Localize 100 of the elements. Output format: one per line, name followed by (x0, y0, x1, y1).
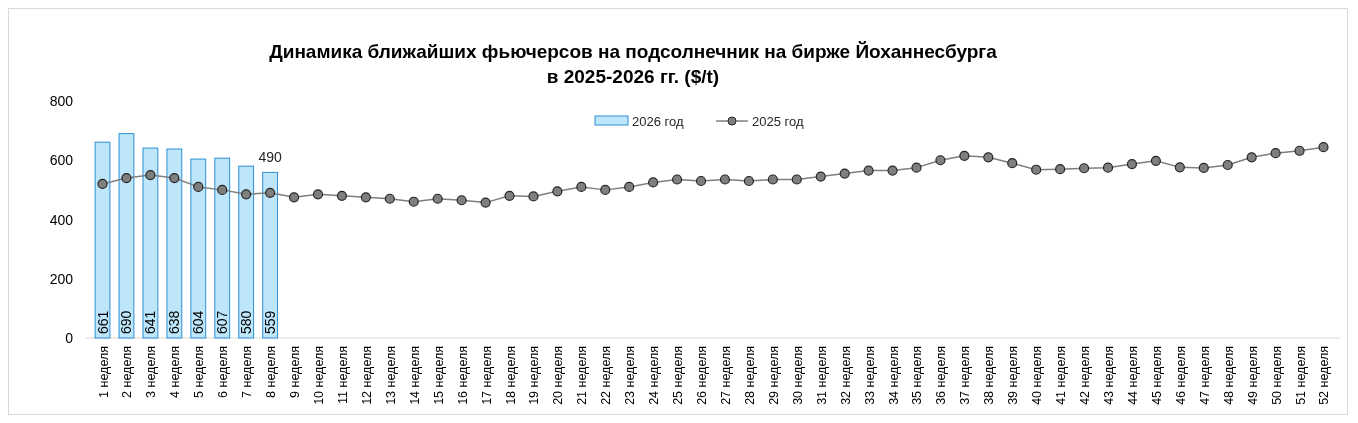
point (791, 174, 802, 185)
x-tick-label: 28 неделя (742, 346, 757, 405)
x-tick-label: 48 неделя (1221, 346, 1236, 405)
point (648, 177, 659, 188)
x-tick-label: 17 неделя (479, 346, 494, 405)
y-tick-label: 0 (65, 330, 74, 346)
x-tick-label: 7 неделя (240, 346, 255, 398)
data-label: 690 (118, 310, 135, 334)
x-tick-label: 4 неделя (168, 346, 183, 398)
point (169, 172, 180, 184)
x-tick-label: 2 неделя (120, 346, 135, 398)
x-tick-label: 27 неделя (718, 346, 733, 405)
point (1174, 162, 1185, 173)
x-tick-label: 25 неделя (671, 346, 686, 405)
x-tick-label: 50 неделя (1269, 346, 1284, 405)
point (145, 169, 156, 181)
point (121, 172, 132, 184)
point (241, 189, 252, 200)
bar (118, 133, 135, 339)
point (1222, 159, 1233, 171)
point (695, 175, 707, 187)
bar (262, 171, 279, 339)
point (97, 178, 108, 190)
data-label: 641 (142, 310, 159, 334)
x-tick-label: 37 неделя (958, 346, 973, 405)
point (839, 168, 850, 179)
x-tick-label: 9 неделя (288, 346, 303, 398)
point (456, 195, 467, 206)
x-tick-label: 10 неделя (311, 346, 326, 405)
point (1246, 152, 1257, 163)
x-tick-label: 40 неделя (1030, 346, 1045, 405)
x-tick-label: 20 неделя (551, 346, 566, 405)
x-tick-label: 23 неделя (623, 346, 638, 405)
point (288, 192, 300, 203)
point (1031, 164, 1042, 175)
data-label: 638 (166, 310, 183, 334)
x-tick-label: 22 неделя (599, 346, 614, 405)
x-tick-label: 16 неделя (455, 346, 470, 405)
data-label: 604 (190, 310, 207, 334)
point (935, 155, 946, 166)
point (815, 171, 826, 182)
x-tick-label: 19 неделя (527, 346, 542, 405)
y-tick-label: 200 (49, 270, 74, 287)
x-tick-label: 34 неделя (886, 346, 901, 405)
chart-title: Динамика ближайших фьючерсов на подсолнечник на бирже Йоханнесбурга в 2025-2026 гг. ($/t) (269, 41, 998, 87)
point (576, 181, 587, 193)
x-tick-label: 31 неделя (814, 346, 829, 405)
point (1198, 162, 1209, 174)
x-tick-label: 8 неделя (264, 346, 279, 398)
point (408, 196, 419, 207)
data-label: 580 (238, 310, 255, 334)
bar (142, 147, 159, 339)
point (863, 165, 874, 176)
x-tick-label: 15 неделя (431, 346, 446, 405)
point (624, 181, 635, 193)
point (1318, 142, 1329, 153)
point (528, 191, 539, 202)
x-tick-label: 33 неделя (862, 346, 877, 405)
x-tick-label: 44 неделя (1125, 346, 1140, 405)
x-tick-label: 39 неделя (1006, 346, 1021, 405)
point (1102, 162, 1114, 173)
x-tick-label: 43 неделя (1102, 346, 1117, 405)
x-tick-label: 52 неделя (1317, 346, 1332, 405)
x-tick-label: 42 неделя (1078, 346, 1093, 405)
point (1270, 148, 1281, 159)
x-tick-label: 30 неделя (790, 346, 805, 405)
point (336, 190, 348, 201)
point (600, 184, 611, 195)
point (504, 190, 515, 201)
bar (94, 141, 111, 339)
point (1007, 158, 1018, 169)
point (552, 186, 563, 197)
x-tick-label: 46 неделя (1173, 346, 1188, 405)
bar (238, 165, 255, 339)
x-tick-label: 3 неделя (144, 346, 159, 398)
x-tick-label: 36 неделя (934, 346, 949, 405)
bar (190, 158, 207, 339)
point (1078, 163, 1090, 174)
point (1055, 164, 1066, 175)
legend-label: 2025 год (752, 114, 804, 129)
x-tick-label: 13 неделя (383, 346, 398, 405)
x-tick-label: 47 неделя (1197, 346, 1212, 405)
point (384, 193, 395, 204)
point (360, 192, 371, 203)
x-tick-label: 12 неделя (359, 346, 374, 405)
x-tick-label: 29 неделя (766, 346, 781, 405)
point (1126, 159, 1138, 170)
legend-label: 2026 год (632, 114, 684, 129)
data-label: 607 (214, 310, 231, 334)
data-label: 661 (94, 310, 111, 334)
x-tick-label: 45 неделя (1149, 346, 1164, 405)
x-tick-label: 11 неделя (335, 346, 350, 404)
point (432, 193, 443, 204)
x-tick-label: 49 неделя (1245, 346, 1260, 405)
point (887, 165, 898, 176)
point (983, 152, 994, 163)
point (312, 189, 324, 200)
x-tick-label: 21 неделя (575, 346, 590, 405)
x-tick-label: 32 неделя (838, 346, 853, 405)
x-tick-label: 18 неделя (503, 346, 518, 405)
